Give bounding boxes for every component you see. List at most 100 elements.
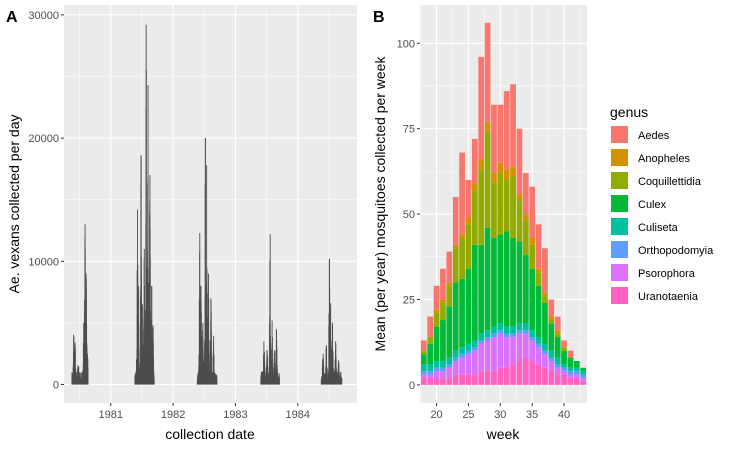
stacked-bar-segment-culiseta bbox=[561, 364, 567, 368]
stacked-bar-segment-culiseta bbox=[446, 357, 453, 365]
stacked-bar-segment-anopheles bbox=[503, 169, 510, 180]
stacked-bar-segment-uranotaenia bbox=[471, 374, 478, 385]
stacked-bar-segment-aedes bbox=[554, 316, 561, 331]
stacked-bar-segment-psorophora bbox=[516, 333, 523, 361]
stacked-bar-segment-aedes bbox=[427, 316, 434, 338]
stacked-bar-segment-coquillettidia bbox=[529, 244, 536, 269]
stacked-bar-segment-orthopodomyia bbox=[484, 337, 491, 341]
stacked-bar-segment-orthopodomyia bbox=[503, 333, 510, 338]
stacked-bar-segment-uranotaenia bbox=[535, 364, 542, 385]
stacked-bar-segment-psorophora bbox=[567, 374, 574, 379]
stacked-bar-segment-aedes bbox=[529, 186, 536, 238]
stacked-bar-segment-culex bbox=[459, 278, 465, 348]
stacked-bar-segment-aedes bbox=[465, 179, 472, 218]
stacked-bar-segment-culiseta bbox=[529, 330, 536, 338]
stacked-bar-segment-coquillettidia bbox=[484, 132, 491, 228]
panel-a-x-tick-label: 1984 bbox=[286, 409, 310, 421]
stacked-bar-segment-coquillettidia bbox=[497, 173, 504, 235]
legend-label-coquillettidia: Coquillettidia bbox=[638, 176, 702, 188]
stacked-bar-segment-culiseta bbox=[503, 326, 510, 334]
panel-b-x-axis: 20 25 30 35 40 bbox=[430, 403, 570, 421]
stacked-bar-segment-culiseta bbox=[433, 360, 440, 368]
stacked-bar-segment-uranotaenia bbox=[567, 378, 574, 385]
panel-a-gridlines bbox=[64, 5, 357, 403]
stacked-bar-segment-coquillettidia bbox=[446, 285, 453, 307]
stacked-bar-segment-culiseta bbox=[420, 364, 427, 372]
stacked-bar-segment-psorophora bbox=[459, 357, 465, 375]
vexans-daily-bar bbox=[278, 378, 280, 385]
stacked-bar-segment-aedes bbox=[452, 196, 459, 245]
panel-a-x-tick-label: 1982 bbox=[161, 409, 185, 421]
stacked-bar-segment-uranotaenia bbox=[542, 367, 548, 385]
panel-b-tag: B bbox=[373, 9, 385, 26]
stacked-bar-segment-aedes bbox=[535, 224, 542, 269]
stacked-bar-segment-orthopodomyia bbox=[542, 350, 548, 355]
legend-swatch-aedes bbox=[611, 126, 628, 143]
panel-b-y-tick-label: 25 bbox=[403, 294, 415, 306]
stacked-bar-segment-psorophora bbox=[465, 354, 472, 375]
stacked-bar-segment-psorophora bbox=[478, 343, 485, 372]
stacked-bar-segment-aedes bbox=[433, 285, 440, 310]
stacked-bar-segment-culex bbox=[452, 282, 459, 351]
vexans-daily-bar bbox=[332, 351, 334, 385]
vexans-daily-bar bbox=[201, 349, 203, 385]
stacked-bar-segment-aedes bbox=[522, 173, 529, 215]
stacked-bar-segment-culiseta bbox=[440, 360, 446, 368]
stacked-bar-segment-culiseta bbox=[459, 347, 465, 355]
stacked-bar-segment-uranotaenia bbox=[561, 374, 567, 385]
stacked-bar-segment-uranotaenia bbox=[491, 371, 497, 385]
stacked-bar-segment-psorophora bbox=[573, 374, 580, 379]
stacked-bar-segment-anopheles bbox=[535, 268, 542, 273]
stacked-bar-segment-orthopodomyia bbox=[452, 357, 459, 361]
stacked-bar-segment-culex bbox=[427, 343, 434, 365]
panel-a-y-tick-label: 10000 bbox=[28, 256, 59, 268]
stacked-bar-segment-culiseta bbox=[567, 367, 574, 372]
stacked-bar-segment-culex bbox=[580, 367, 587, 372]
vexans-daily-bar bbox=[203, 360, 205, 385]
stacked-bar-segment-uranotaenia bbox=[503, 367, 510, 385]
stacked-bar-segment-culiseta bbox=[516, 323, 523, 331]
vexans-daily-bar bbox=[149, 311, 151, 385]
stacked-bar-segment-psorophora bbox=[484, 340, 491, 372]
stacked-bar-segment-anopheles bbox=[529, 237, 536, 245]
stacked-bar-segment-uranotaenia bbox=[440, 378, 446, 385]
stacked-bar-segment-orthopodomyia bbox=[561, 367, 567, 372]
stacked-bar-segment-anopheles bbox=[510, 166, 516, 177]
panel-b-x-tick-label: 35 bbox=[526, 409, 538, 421]
stacked-bar-segment-aedes bbox=[516, 128, 523, 194]
legend-swatch-coquillettidia bbox=[611, 172, 628, 189]
vexans-daily-bar bbox=[79, 372, 81, 385]
panel-a-y-tick-label: 0 bbox=[53, 380, 59, 392]
panel-a-y-tick-label: 20000 bbox=[28, 133, 59, 145]
stacked-bar-segment-culiseta bbox=[484, 330, 491, 338]
panel-a-x-tick-label: 1981 bbox=[99, 409, 123, 421]
panel-a-bars bbox=[71, 24, 343, 385]
stacked-bar-segment-culiseta bbox=[471, 340, 478, 348]
stacked-bar-segment-uranotaenia bbox=[452, 374, 459, 385]
stacked-bar-segment-orthopodomyia bbox=[522, 330, 529, 334]
vexans-daily-bar bbox=[214, 372, 215, 385]
stacked-bar-segment-uranotaenia bbox=[484, 371, 491, 385]
stacked-bar-segment-psorophora bbox=[580, 378, 587, 382]
vexans-daily-bar bbox=[87, 368, 89, 385]
panel-a-x-tick-label: 1983 bbox=[223, 409, 247, 421]
stacked-bar-segment-orthopodomyia bbox=[567, 371, 574, 375]
stacked-bar-segment-aedes bbox=[497, 104, 504, 163]
panel-b-y-tick-label: 100 bbox=[397, 38, 415, 50]
stacked-bar-segment-anopheles bbox=[548, 316, 555, 320]
stacked-bar-segment-culiseta bbox=[491, 326, 497, 334]
vexans-daily-bar bbox=[147, 85, 149, 385]
legend-swatch-uranotaenia bbox=[611, 287, 628, 304]
stacked-bar-segment-uranotaenia bbox=[497, 367, 504, 385]
vexans-daily-bar bbox=[75, 368, 77, 385]
stacked-bar-segment-culex bbox=[510, 237, 516, 327]
stacked-bar-segment-culiseta bbox=[542, 343, 548, 351]
stacked-bar-segment-culiseta bbox=[497, 323, 504, 331]
legend-label-anopheles: Anopheles bbox=[638, 153, 690, 165]
stacked-bar-segment-uranotaenia bbox=[446, 378, 453, 385]
stacked-bar-segment-culex bbox=[420, 354, 427, 365]
panel-b-y-axis-title: Mean (per year) mosquitoes collected per… bbox=[372, 56, 388, 352]
stacked-bar-segment-aedes bbox=[567, 350, 574, 358]
stacked-bar-segment-aedes bbox=[561, 340, 567, 348]
stacked-bar-segment-coquillettidia bbox=[548, 319, 555, 324]
